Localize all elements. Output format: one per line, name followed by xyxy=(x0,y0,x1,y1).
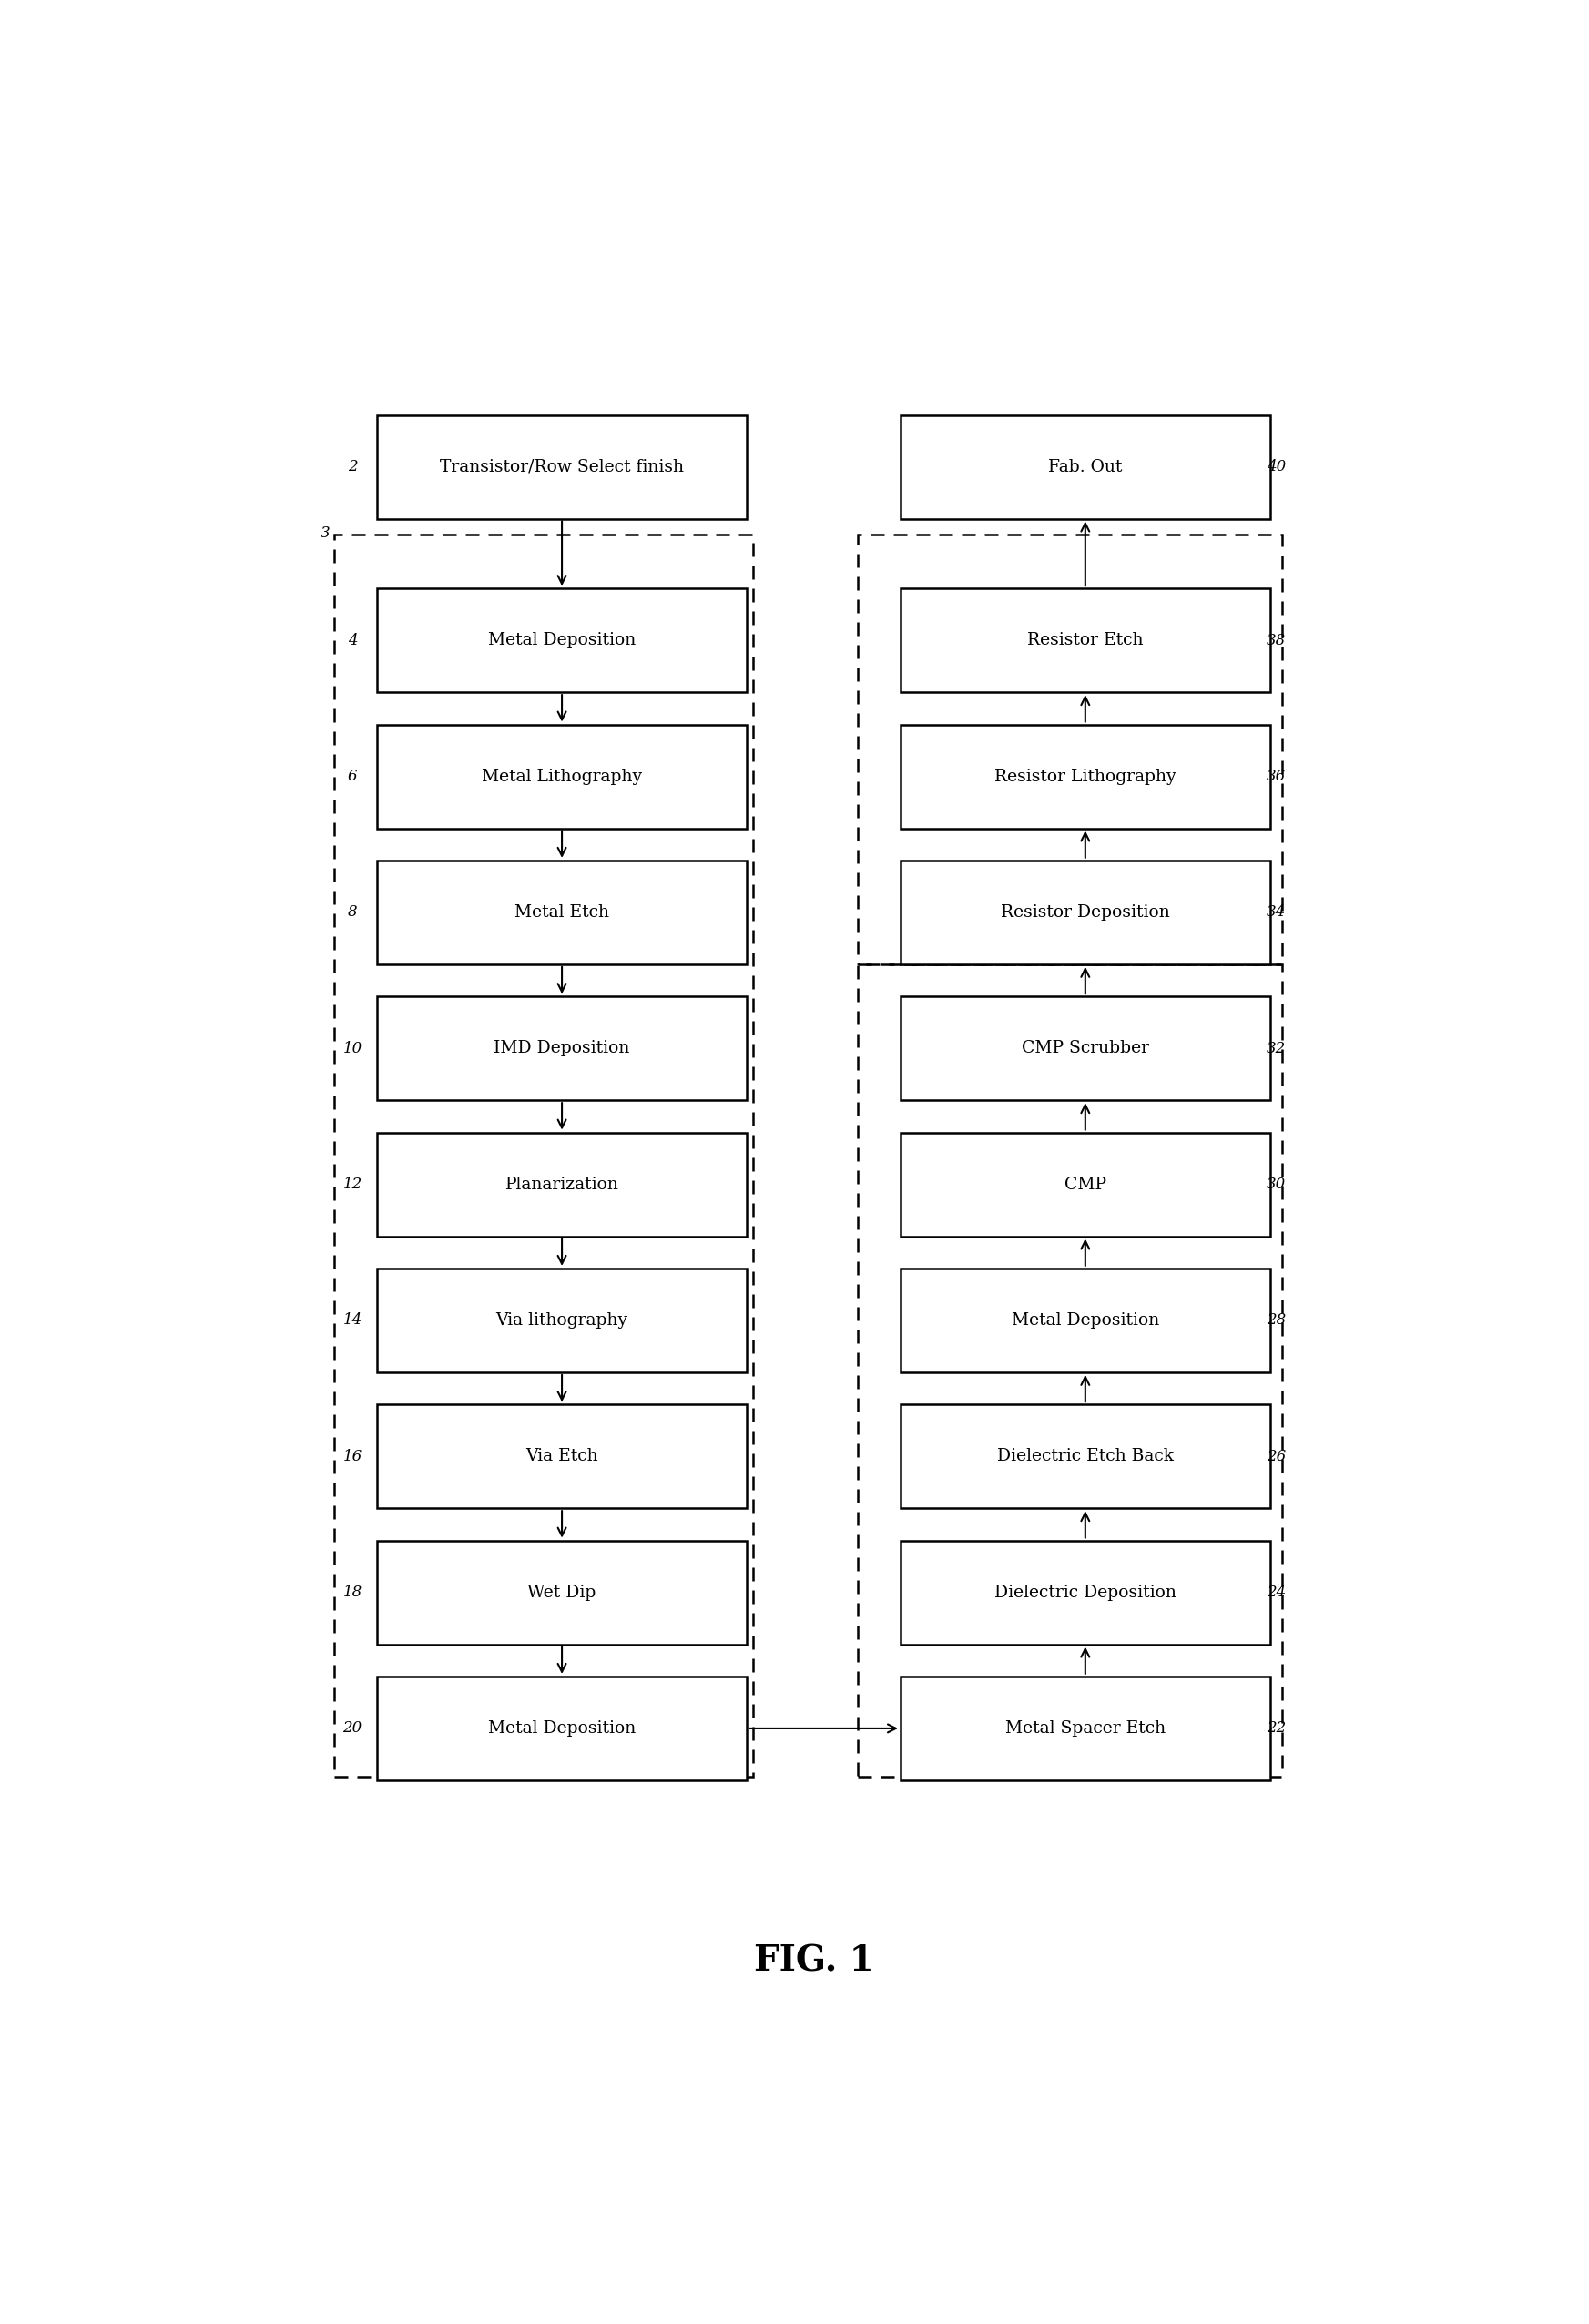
Bar xyxy=(377,725,747,827)
Text: 4: 4 xyxy=(348,632,358,648)
Text: 18: 18 xyxy=(343,1585,362,1601)
Bar xyxy=(901,1404,1270,1508)
Bar xyxy=(377,1676,747,1780)
Text: Fab. Out: Fab. Out xyxy=(1049,458,1122,474)
Text: Resistor Etch: Resistor Etch xyxy=(1026,632,1144,648)
Bar xyxy=(858,964,1282,1776)
Text: Metal Deposition: Metal Deposition xyxy=(488,1720,636,1736)
Bar xyxy=(377,860,747,964)
Text: Metal Deposition: Metal Deposition xyxy=(1012,1313,1158,1329)
Text: Via Etch: Via Etch xyxy=(526,1448,597,1464)
Bar xyxy=(901,1676,1270,1780)
Bar xyxy=(858,535,1282,964)
Text: IMD Deposition: IMD Deposition xyxy=(494,1041,629,1057)
Bar xyxy=(901,997,1270,1099)
Text: 20: 20 xyxy=(343,1720,362,1736)
Text: 2: 2 xyxy=(348,460,358,474)
Text: 3: 3 xyxy=(321,525,331,541)
Text: 16: 16 xyxy=(343,1448,362,1464)
Bar xyxy=(377,997,747,1099)
Text: Wet Dip: Wet Dip xyxy=(528,1585,596,1601)
Bar xyxy=(901,1541,1270,1645)
Text: Transistor/Row Select finish: Transistor/Row Select finish xyxy=(440,458,683,474)
Bar xyxy=(901,1132,1270,1236)
Text: 34: 34 xyxy=(1266,904,1286,920)
Bar xyxy=(377,1404,747,1508)
Bar xyxy=(901,588,1270,693)
Text: 38: 38 xyxy=(1266,632,1286,648)
Text: 36: 36 xyxy=(1266,769,1286,783)
Text: Dielectric Etch Back: Dielectric Etch Back xyxy=(996,1448,1174,1464)
Text: 32: 32 xyxy=(1266,1041,1286,1055)
Text: 22: 22 xyxy=(1266,1720,1286,1736)
Text: Resistor Deposition: Resistor Deposition xyxy=(1001,904,1170,920)
Text: CMP: CMP xyxy=(1065,1176,1106,1192)
Bar xyxy=(377,1132,747,1236)
Text: Metal Spacer Etch: Metal Spacer Etch xyxy=(1006,1720,1165,1736)
Text: 30: 30 xyxy=(1266,1176,1286,1192)
Text: 14: 14 xyxy=(343,1313,362,1327)
Bar xyxy=(901,1269,1270,1371)
Bar xyxy=(901,416,1270,518)
Text: 8: 8 xyxy=(348,904,358,920)
Bar xyxy=(377,1541,747,1645)
Bar xyxy=(377,416,747,518)
Text: Metal Etch: Metal Etch xyxy=(515,904,609,920)
Text: 24: 24 xyxy=(1266,1585,1286,1601)
Text: 12: 12 xyxy=(343,1176,362,1192)
Text: Dielectric Deposition: Dielectric Deposition xyxy=(995,1585,1176,1601)
Text: CMP Scrubber: CMP Scrubber xyxy=(1022,1041,1149,1057)
Text: Metal Deposition: Metal Deposition xyxy=(488,632,636,648)
Text: 28: 28 xyxy=(1266,1313,1286,1327)
Text: 40: 40 xyxy=(1266,460,1286,474)
Text: 6: 6 xyxy=(348,769,358,783)
Bar xyxy=(377,588,747,693)
Text: Via lithography: Via lithography xyxy=(496,1313,628,1329)
Bar xyxy=(377,1269,747,1371)
Bar xyxy=(901,860,1270,964)
Text: Resistor Lithography: Resistor Lithography xyxy=(995,769,1176,786)
Text: 26: 26 xyxy=(1266,1448,1286,1464)
Bar xyxy=(334,535,753,1776)
Text: Metal Lithography: Metal Lithography xyxy=(481,769,642,786)
Text: Planarization: Planarization xyxy=(505,1176,618,1192)
Text: 10: 10 xyxy=(343,1041,362,1055)
Text: FIG. 1: FIG. 1 xyxy=(755,1943,874,1978)
Bar xyxy=(901,725,1270,827)
